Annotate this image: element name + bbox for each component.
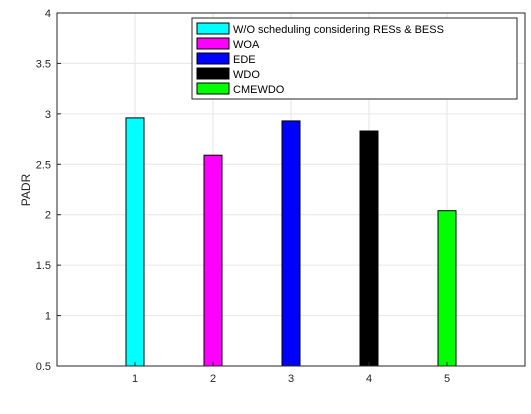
y-tick-label: 2.5 [36,159,51,171]
legend-box [191,17,518,100]
y-tick-label: 1.5 [36,260,51,272]
x-tick-label: 3 [288,373,294,385]
y-tick-label: 1 [45,311,51,323]
y-tick-label: 3 [45,109,51,121]
x-tick-label: 4 [366,373,372,385]
legend-swatch [196,37,230,50]
legend-entry: WOA [233,39,260,51]
y-tick-label: 3.5 [36,58,51,70]
y-axis-label: PADR [19,173,33,206]
y-axis-ticks: 0.5 1 1.5 2 2.5 3 3.5 4 [36,8,61,373]
legend-swatch [196,67,230,80]
y-tick-label: 4 [45,8,51,20]
legend-entry: CMEWDO [233,84,285,96]
bar-2 [203,154,223,367]
bar-1 [125,117,145,367]
bar-5 [437,210,457,367]
legend-swatch [196,82,230,95]
y-tick-label: 0.5 [36,361,51,373]
bar-4 [359,130,379,367]
bars [125,117,457,367]
bar-3 [281,120,301,367]
legend-swatch [196,52,230,65]
legend-swatch [196,22,230,35]
x-tick-label: 5 [444,373,450,385]
legend-entry: WDO [233,69,260,81]
x-tick-label: 2 [210,373,216,385]
y-tick-label: 2 [45,210,51,222]
legend: W/O scheduling considering RESs & BESS WO… [191,17,518,100]
legend-entry: W/O scheduling considering RESs & BESS [233,24,444,36]
x-tick-label: 1 [132,373,138,385]
legend-entry: EDE [233,54,256,66]
x-axis-ticks: 1 2 3 4 5 [132,362,450,385]
